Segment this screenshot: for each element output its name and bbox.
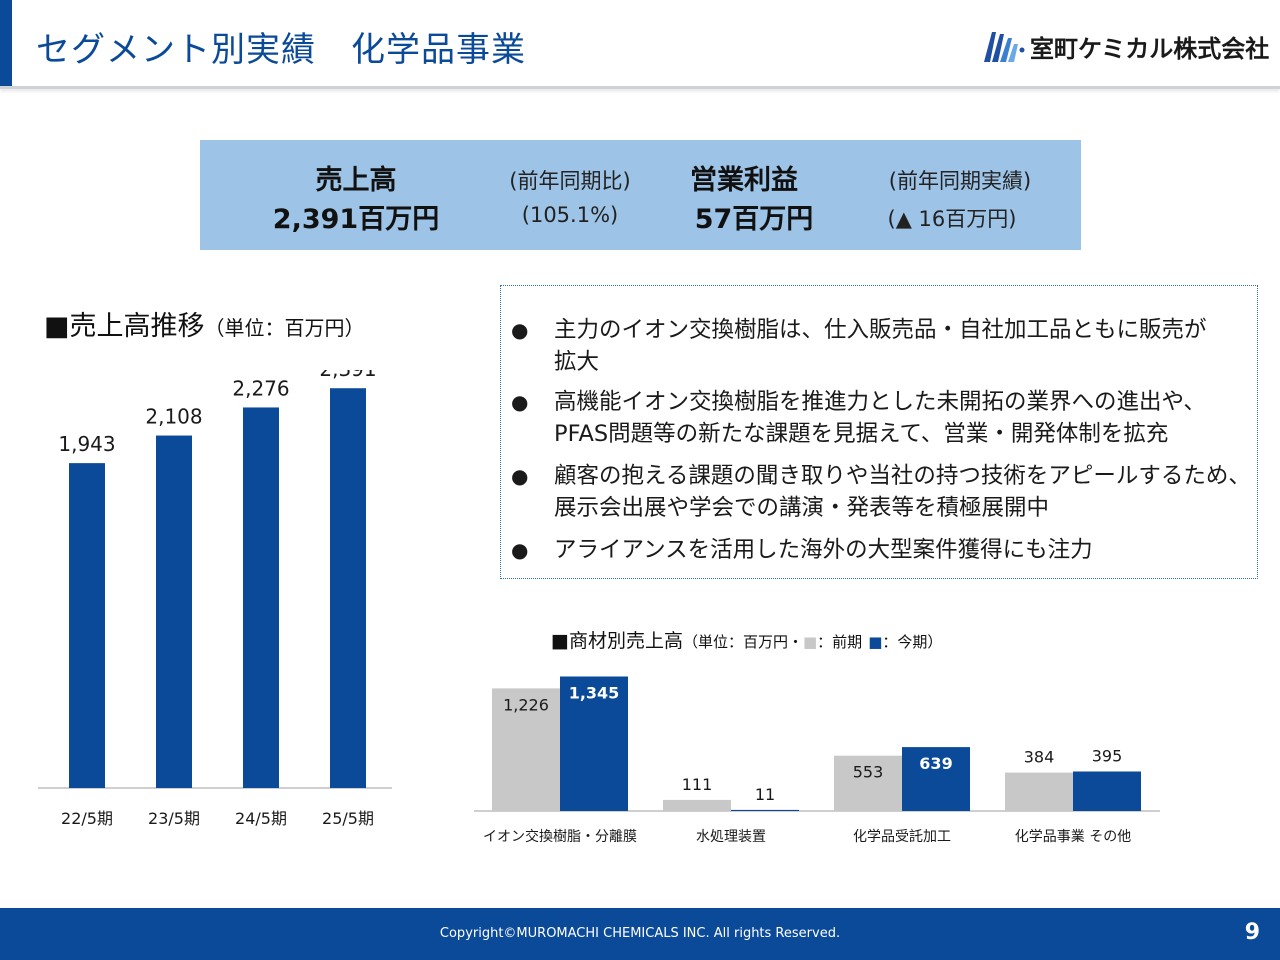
bar xyxy=(560,676,628,811)
sales-label: 売上高 xyxy=(315,165,397,196)
copyright-text: Copyright©MUROMACHI CHEMICALS INC. All r… xyxy=(439,926,841,941)
company-logo-icon xyxy=(984,32,1025,62)
data-label: 2,276 xyxy=(232,376,289,400)
data-label: 639 xyxy=(919,754,952,773)
previous-period-label: ：前期 xyxy=(817,633,863,651)
bullet-icon: ● xyxy=(511,318,529,342)
operating-profit-label: 営業利益 xyxy=(690,165,798,196)
product-sales-unit: （単位：百万円・ xyxy=(682,633,803,651)
highlight-text: アライアンスを活用した海外の大型案件獲得にも注力 xyxy=(554,537,1093,563)
company-logo: 室町ケミカル株式会社 xyxy=(982,26,1269,66)
summary-box: 売上高 2,391百万円 (前年同期比) (105.1%) 営業利益 57百万円… xyxy=(200,140,1081,250)
x-tick-label: 23/5期 xyxy=(148,809,200,828)
bar xyxy=(1073,771,1141,811)
current-period-swatch-icon: ■ xyxy=(868,633,883,651)
data-label: 1,226 xyxy=(503,695,549,714)
highlight-text: 顧客の抱える課題の聞き取りや当社の持つ技術をアピールするため、 展示会出展や学会… xyxy=(554,463,1251,521)
data-label: 395 xyxy=(1092,747,1123,766)
page-title: セグメント別実績 化学品事業 xyxy=(36,30,526,70)
header-divider xyxy=(0,86,1280,89)
bullet-icon: ● xyxy=(511,464,529,488)
data-label: 1,345 xyxy=(569,684,620,703)
x-tick-label: 化学品事業 その他 xyxy=(1015,829,1131,845)
bar xyxy=(243,407,279,788)
data-label: 1,943 xyxy=(58,432,115,456)
x-tick-label: 化学品受託加工 xyxy=(853,829,951,845)
sales-compare-label: (前年同期比) xyxy=(509,169,631,193)
data-label: 111 xyxy=(682,775,713,794)
x-tick-label: イオン交換樹脂・分離膜 xyxy=(483,828,637,845)
x-tick-label: 水処理装置 xyxy=(696,829,766,845)
sales-trend-chart: 1,943 22/5期 2,108 23/5期 2,276 24/5期 2,391 25/5期 xyxy=(38,370,392,828)
sales-trend-title: ■売上高推移（単位：百万円） xyxy=(44,304,365,343)
bar xyxy=(156,435,192,788)
header: セグメント別実績 化学品事業 室町ケミカル株式会社 xyxy=(0,0,1280,89)
highlight-text: 高機能イオン交換樹脂を推進力とした未開拓の業界への進出や、 PFAS問題等の新た… xyxy=(554,389,1206,447)
product-sales-title-main: ■商材別売上高 xyxy=(551,630,683,652)
company-name: 室町ケミカル株式会社 xyxy=(1030,34,1270,63)
x-tick-label: 25/5期 xyxy=(322,809,374,828)
bullet-icon: ● xyxy=(511,390,529,414)
data-label: 553 xyxy=(853,763,884,782)
highlight-text: 主力のイオン交換樹脂は、仕入販売品・自社加工品ともに販売が 拡大 xyxy=(554,317,1207,375)
highlights-box: ● 主力のイオン交換樹脂は、仕入販売品・自社加工品ともに販売が 拡大 ● 高機能… xyxy=(500,285,1258,579)
bar xyxy=(731,809,799,811)
footer: Copyright©MUROMACHI CHEMICALS INC. All r… xyxy=(0,908,1280,960)
current-period-label: ：今期） xyxy=(882,633,943,651)
sales-trend-title-unit: （単位：百万円） xyxy=(204,316,365,340)
operating-profit-value: 57百万円 xyxy=(694,204,814,235)
x-tick-label: 22/5期 xyxy=(61,809,113,828)
bar xyxy=(69,463,105,788)
bar xyxy=(492,688,560,811)
previous-period-swatch-icon: ■ xyxy=(802,633,818,651)
sales-value: 2,391百万円 xyxy=(272,204,440,235)
x-tick-label: 24/5期 xyxy=(235,809,287,828)
operating-profit-compare-value: (▲ 16百万円) xyxy=(887,207,1017,231)
data-label: 2,391 xyxy=(319,370,376,381)
operating-profit-compare-label: (前年同期実績) xyxy=(888,169,1032,193)
sales-trend-title-main: ■売上高推移 xyxy=(44,311,205,342)
page-number: 9 xyxy=(1244,920,1260,945)
bar xyxy=(330,388,366,788)
header-accent-bar xyxy=(0,0,12,88)
bar xyxy=(663,799,731,811)
bullet-icon: ● xyxy=(511,538,529,562)
data-label: 384 xyxy=(1024,748,1055,767)
data-label: 11 xyxy=(755,785,775,804)
bar xyxy=(902,747,970,811)
data-label: 2,108 xyxy=(145,405,202,429)
bar xyxy=(1005,772,1073,811)
bar xyxy=(834,755,902,811)
product-sales-title: ■商材別売上高（単位：百万円・■：前期 ■：今期） xyxy=(551,626,942,653)
sales-compare-value: (105.1%) xyxy=(521,203,619,227)
